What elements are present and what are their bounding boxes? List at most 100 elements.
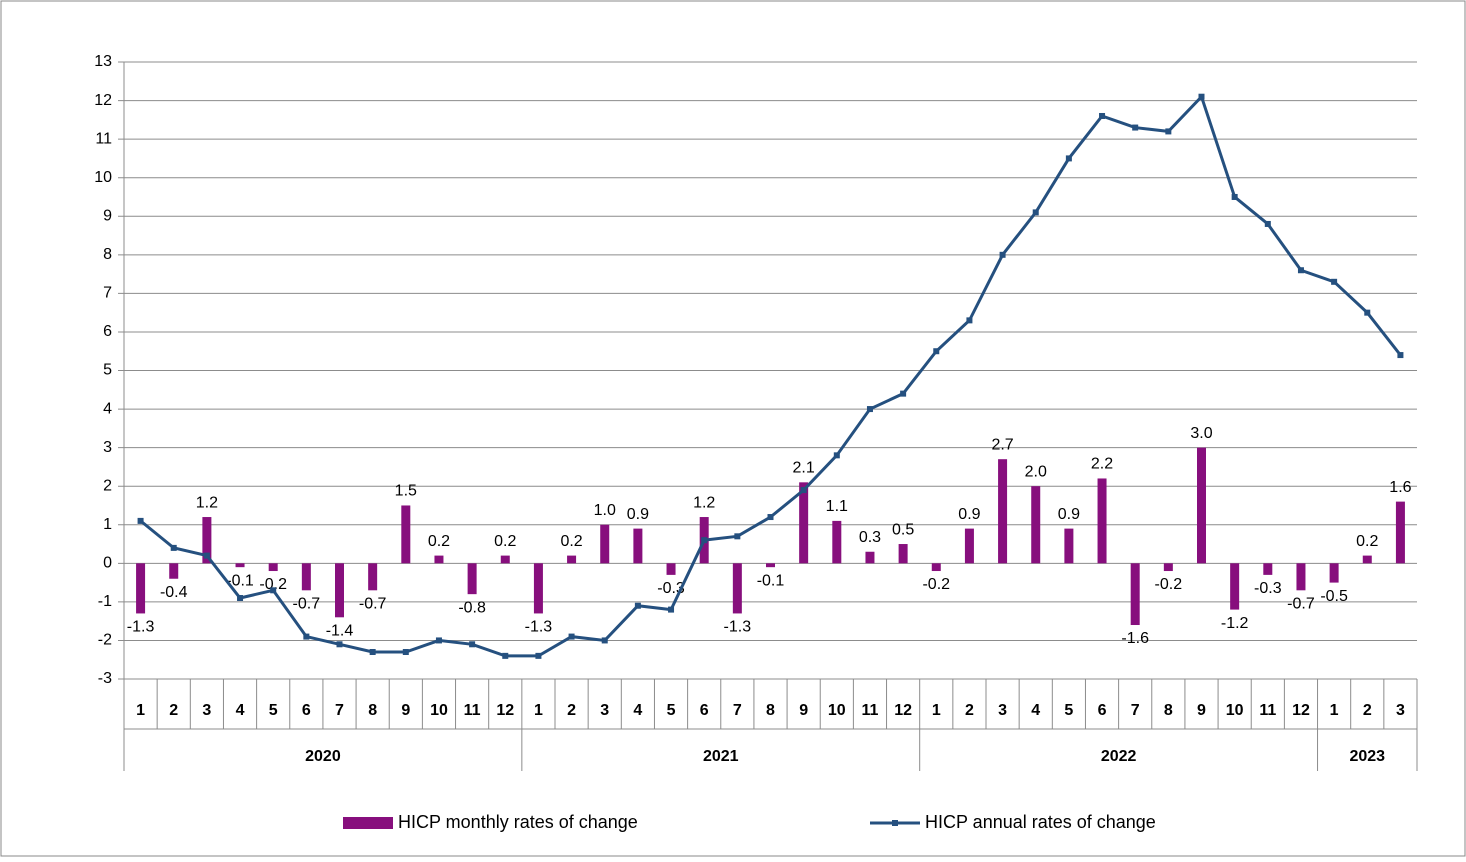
data-label: -0.1 [226, 572, 254, 589]
x-tick-label: 3 [998, 702, 1007, 719]
x-tick-label: 3 [202, 702, 211, 719]
data-label: 0.9 [1058, 506, 1080, 523]
x-tick-label: 12 [496, 702, 514, 719]
data-label: 1.2 [693, 494, 715, 511]
y-tick-label: 6 [103, 323, 112, 340]
y-tick-label: 5 [103, 362, 112, 379]
line-marker [402, 649, 409, 656]
x-tick-label: 4 [633, 702, 642, 719]
line-marker [833, 452, 840, 459]
x-tick-label: 7 [733, 702, 742, 719]
bar [666, 563, 676, 575]
bar [235, 563, 245, 568]
data-label: -0.8 [458, 599, 486, 616]
bar [1064, 528, 1074, 564]
x-tick-label: 6 [700, 702, 709, 719]
line-marker [1397, 352, 1404, 359]
line-marker [137, 517, 144, 524]
x-tick-label: 2 [965, 702, 974, 719]
x-tick-label: 3 [1396, 702, 1405, 719]
x-tick-label: 2 [1363, 702, 1372, 719]
x-tick-label: 5 [269, 702, 278, 719]
bar [335, 563, 344, 618]
x-tick-label: 12 [1292, 702, 1310, 719]
y-tick-label: 10 [94, 169, 112, 186]
bar [202, 517, 212, 564]
line-marker [170, 544, 177, 551]
y-tick-label: 4 [103, 400, 112, 417]
bar [467, 563, 477, 595]
x-tick-label: 9 [401, 702, 410, 719]
bar [799, 482, 809, 564]
x-tick-label: 4 [236, 702, 245, 719]
data-label: 3.0 [1190, 425, 1212, 442]
line-marker [900, 390, 907, 397]
x-tick-label: 4 [1031, 702, 1040, 719]
y-tick-label: -1 [98, 593, 112, 610]
y-tick-label: -2 [98, 632, 112, 649]
data-label: 1.1 [826, 498, 848, 515]
y-tick-label: 8 [103, 246, 112, 263]
line-marker [1198, 93, 1205, 100]
data-label: -0.3 [1254, 580, 1282, 597]
data-label: -1.6 [1121, 630, 1149, 647]
data-label: -1.2 [1221, 615, 1249, 632]
data-label: 2.7 [991, 436, 1013, 453]
x-group-label: 2023 [1349, 748, 1385, 765]
bar [533, 563, 543, 614]
x-tick-label: 11 [464, 702, 481, 719]
line-marker [1132, 124, 1139, 131]
x-tick-label: 8 [1164, 702, 1173, 719]
bar [268, 563, 278, 572]
data-label: -0.2 [1155, 576, 1183, 593]
bar [931, 563, 941, 572]
line-marker [203, 552, 210, 559]
data-label: -0.7 [359, 596, 387, 613]
x-tick-label: 11 [862, 702, 879, 719]
line-marker [1331, 278, 1338, 285]
line-marker [435, 637, 442, 644]
line-marker [1065, 155, 1072, 162]
legend-swatch [343, 817, 393, 829]
line-marker [1032, 209, 1039, 216]
y-tick-label: 13 [94, 53, 112, 70]
line-marker [369, 649, 376, 656]
y-tick-label: 7 [103, 285, 112, 302]
data-label: -1.3 [724, 619, 752, 636]
y-tick-label: 11 [95, 130, 112, 147]
bar [1163, 563, 1173, 572]
x-tick-label: 1 [534, 702, 543, 719]
y-tick-label: 0 [103, 555, 112, 572]
line-marker [767, 514, 774, 521]
bar [169, 563, 179, 579]
data-label: 1.5 [395, 483, 417, 500]
data-label: 2.0 [1025, 463, 1047, 480]
line-marker [1264, 220, 1271, 227]
data-label: 0.3 [859, 529, 881, 546]
y-tick-label: 2 [103, 477, 112, 494]
bar [766, 563, 775, 568]
bar [964, 528, 974, 564]
data-label: -1.4 [326, 623, 354, 640]
x-tick-label: 6 [302, 702, 311, 719]
bar [832, 520, 842, 564]
bar [1395, 501, 1405, 564]
line-marker [634, 602, 641, 609]
data-label: -1.3 [525, 619, 553, 636]
data-label: 2.2 [1091, 456, 1113, 473]
bar [1130, 563, 1140, 626]
bar [732, 563, 742, 614]
line-marker [866, 406, 873, 413]
line-marker [601, 637, 608, 644]
bar [1296, 563, 1306, 591]
bar [865, 551, 875, 564]
bar [567, 555, 577, 564]
x-tick-label: 1 [136, 702, 145, 719]
y-tick-label: 9 [103, 207, 112, 224]
data-label: -0.4 [160, 584, 188, 601]
x-tick-label: 2 [169, 702, 178, 719]
line-marker [1297, 267, 1304, 274]
bar [1031, 486, 1041, 564]
